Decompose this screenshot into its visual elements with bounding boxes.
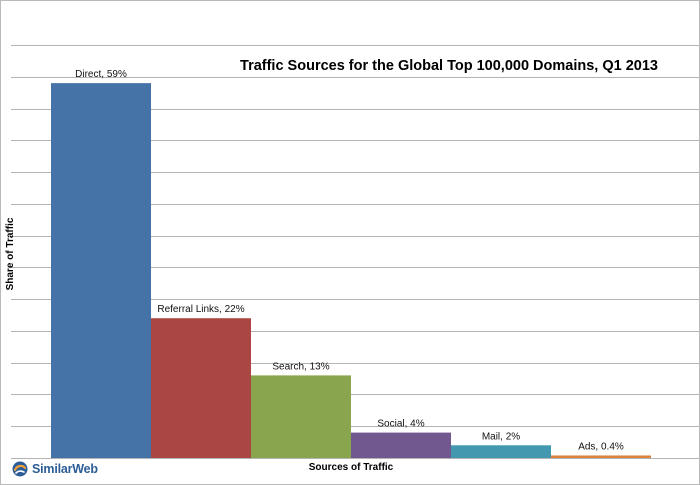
bar-direct	[51, 83, 151, 458]
data-label: Mail, 2%	[482, 431, 520, 442]
similarweb-logo: SimilarWeb	[12, 461, 98, 477]
data-label: Referral Links, 22%	[157, 304, 244, 315]
data-label: Social, 4%	[377, 419, 424, 430]
data-label: Direct, 59%	[75, 69, 127, 80]
x-axis-title: Sources of Traffic	[309, 462, 394, 473]
bar-referral-links	[151, 318, 251, 458]
bar-ads	[551, 455, 651, 458]
data-label: Ads, 0.4%	[578, 441, 624, 452]
y-axis-title: Share of Traffic	[5, 217, 16, 290]
logo-text: SimilarWeb	[32, 462, 98, 476]
bars	[51, 83, 651, 458]
bar-search	[251, 375, 351, 458]
data-label: Search, 13%	[272, 361, 329, 372]
data-labels: Direct, 59% Referral Links, 22% Search, 13…	[75, 69, 624, 452]
bar-mail	[451, 445, 551, 458]
chart-title: Traffic Sources for the Global Top 100,0…	[240, 58, 658, 74]
similarweb-logo-icon	[12, 461, 28, 477]
bar-social	[351, 432, 451, 458]
